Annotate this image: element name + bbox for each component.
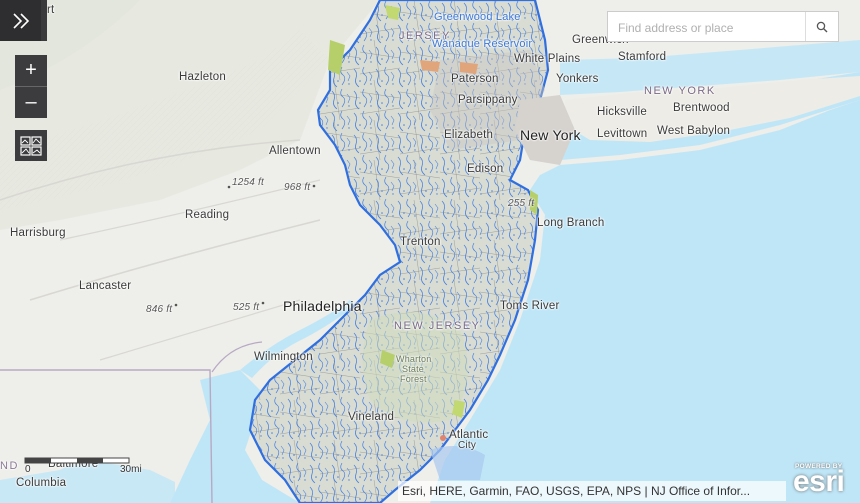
place-label-atlantic-city: Atlantic (449, 429, 489, 441)
esri-logo[interactable]: POWERED BY esri (793, 462, 855, 498)
place-label-lancaster: Lancaster (79, 280, 132, 292)
water-label-greenwood-lake: Greenwood Lake (434, 11, 521, 23)
scale-bar-graphic (24, 457, 130, 464)
elevation-label-255: 255 ft (508, 198, 535, 209)
zoom-in-button[interactable]: + (25, 59, 37, 81)
zoom-out-button[interactable]: – (15, 86, 47, 118)
search-icon (816, 21, 828, 32)
place-label-white-plains: White Plains (514, 53, 581, 65)
place-label-reading: Reading (185, 209, 230, 221)
place-label-west-babylon: West Babylon (657, 125, 731, 137)
place-label-hicksville: Hicksville (597, 106, 647, 118)
scale-label-max: 30mi (120, 464, 142, 475)
elevation-label-525: 525 ft (233, 302, 260, 313)
search-box (607, 11, 839, 42)
place-label-allentown: Allentown (269, 145, 321, 157)
place-label-elizabeth: Elizabeth (444, 129, 494, 141)
place-label-wilmington: Wilmington (254, 351, 313, 363)
place-label-brentwood: Brentwood (673, 102, 730, 114)
double-chevron-right-icon (12, 12, 29, 29)
state-label-new-jersey: NEW JERSEY (394, 320, 481, 332)
place-label-hazleton: Hazleton (179, 71, 226, 83)
place-label-harrisburg: Harrisburg (10, 227, 66, 239)
water-label-wanaque: Wanaque Reservoir (432, 38, 533, 50)
esri-wordmark: esri (793, 465, 845, 498)
panel-edge (41, 0, 47, 41)
park-label-wharton-1: Wharton (396, 354, 432, 364)
place-label-atlantic-city-2: City (458, 440, 477, 451)
place-label-partial: rt (47, 4, 55, 16)
basemap-gallery-button[interactable] (15, 130, 47, 161)
place-label-long-branch: Long Branch (537, 217, 605, 229)
place-label-new-york: New York (520, 127, 581, 143)
search-button[interactable] (805, 12, 838, 41)
place-label-stamford: Stamford (618, 51, 667, 63)
place-label-trenton: Trenton (400, 236, 441, 248)
park-label-wharton-2: State (402, 364, 425, 374)
state-label-new-york: NEW YORK (644, 85, 716, 97)
place-label-parsippany: Parsippany (458, 94, 518, 106)
place-label-toms-river: Toms River (500, 300, 560, 312)
elevation-label-846: 846 ft (146, 304, 173, 315)
panel-toggle-button[interactable] (0, 0, 42, 41)
zoom-control: + – (15, 55, 47, 118)
state-label-new-jersey-top: JERSEY (399, 30, 451, 42)
basemap-gallery-icon (20, 135, 42, 156)
place-label-philadelphia: Philadelphia (283, 298, 362, 314)
elevation-label-968: 968 ft (284, 182, 311, 193)
place-label-columbia: Columbia (16, 477, 67, 489)
place-label-yonkers: Yonkers (556, 73, 599, 85)
place-label-levittown: Levittown (597, 128, 648, 140)
park-label-wharton-3: Forest (400, 374, 427, 384)
place-label-edison: Edison (467, 163, 504, 175)
state-label-maryland: ND (0, 460, 19, 472)
place-label-vineland: Vineland (348, 411, 395, 423)
elevation-label-1254: 1254 ft (232, 177, 264, 188)
attribution-bar[interactable]: Esri, HERE, Garmin, FAO, USGS, EPA, NPS … (398, 481, 786, 501)
place-label-paterson: Paterson (451, 73, 499, 85)
scale-label-zero: 0 (25, 464, 31, 475)
search-input[interactable] (616, 18, 808, 38)
powered-by-label: POWERED BY (795, 463, 843, 470)
